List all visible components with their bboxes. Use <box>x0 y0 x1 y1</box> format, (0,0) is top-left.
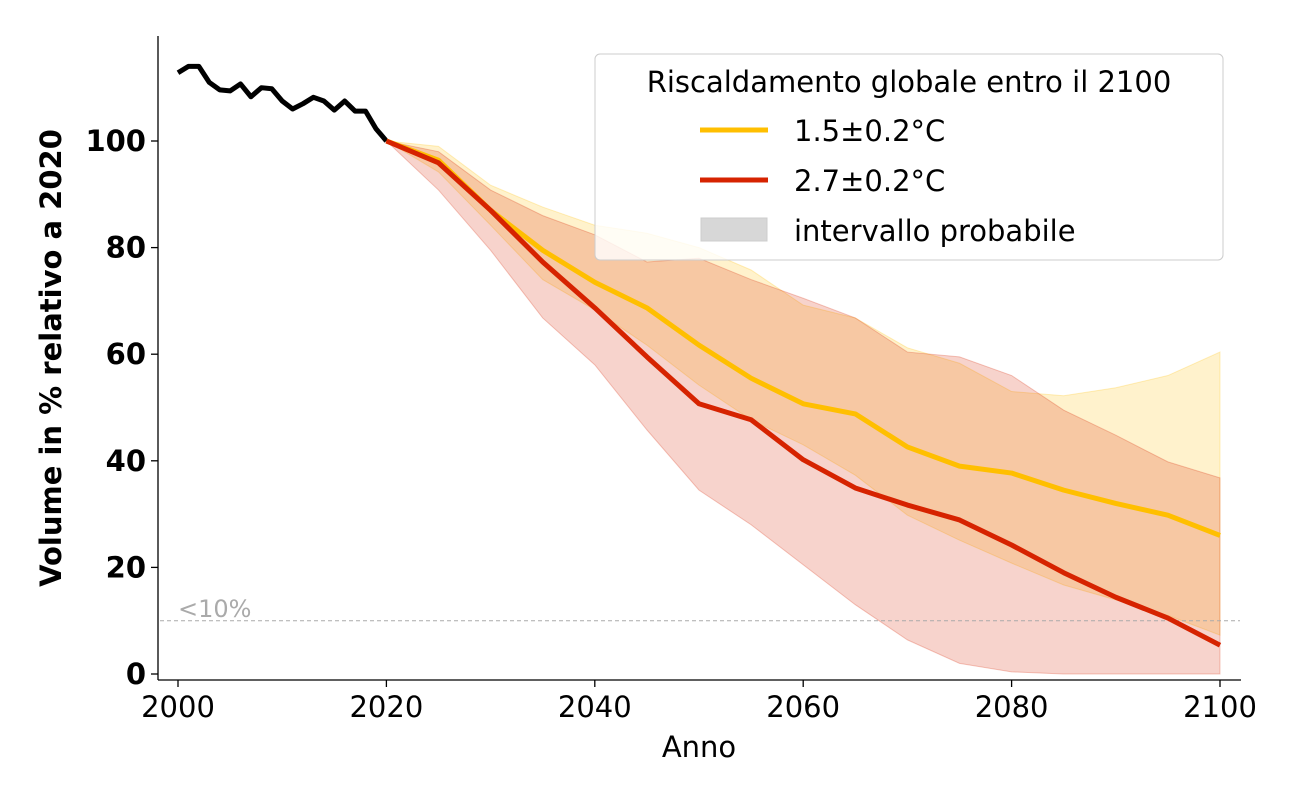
x-tick-label: 2040 <box>558 690 632 724</box>
median-line-1-5 <box>385 138 1221 538</box>
legend-entry-range: intervallo probabile <box>794 214 1076 248</box>
x-tick-label: 2080 <box>975 690 1049 724</box>
x-tick-label: 2020 <box>349 690 423 724</box>
threshold-label: <10% <box>178 595 251 623</box>
historical-line <box>176 63 389 143</box>
y-tick-label: 60 <box>106 337 146 371</box>
y-tick-label: 40 <box>106 444 146 478</box>
legend: Riscaldamento globale entro il 2100 1.5±… <box>594 53 1224 261</box>
x-tick-label: 2100 <box>1183 690 1257 724</box>
x-tick-label: 2000 <box>141 690 215 724</box>
y-tick-label: 20 <box>106 550 146 584</box>
y-tick-label: 80 <box>106 231 146 265</box>
y-axis-label: Volume in % relativo a 2020 <box>34 129 68 587</box>
y-tick-label: 0 <box>126 657 146 691</box>
y-tick-label: 100 <box>85 124 146 158</box>
lines <box>176 63 1222 648</box>
x-tick-label: 2060 <box>766 690 840 724</box>
x-axis-label: Anno <box>662 730 736 764</box>
legend-title: Riscaldamento globale entro il 2100 <box>647 65 1172 99</box>
legend-box <box>594 53 1224 261</box>
legend-entry-2-7: 2.7±0.2°C <box>794 164 945 198</box>
legend-swatch-range <box>700 217 768 242</box>
legend-entry-1-5: 1.5±0.2°C <box>794 114 945 148</box>
median-line-2-7 <box>385 138 1222 648</box>
